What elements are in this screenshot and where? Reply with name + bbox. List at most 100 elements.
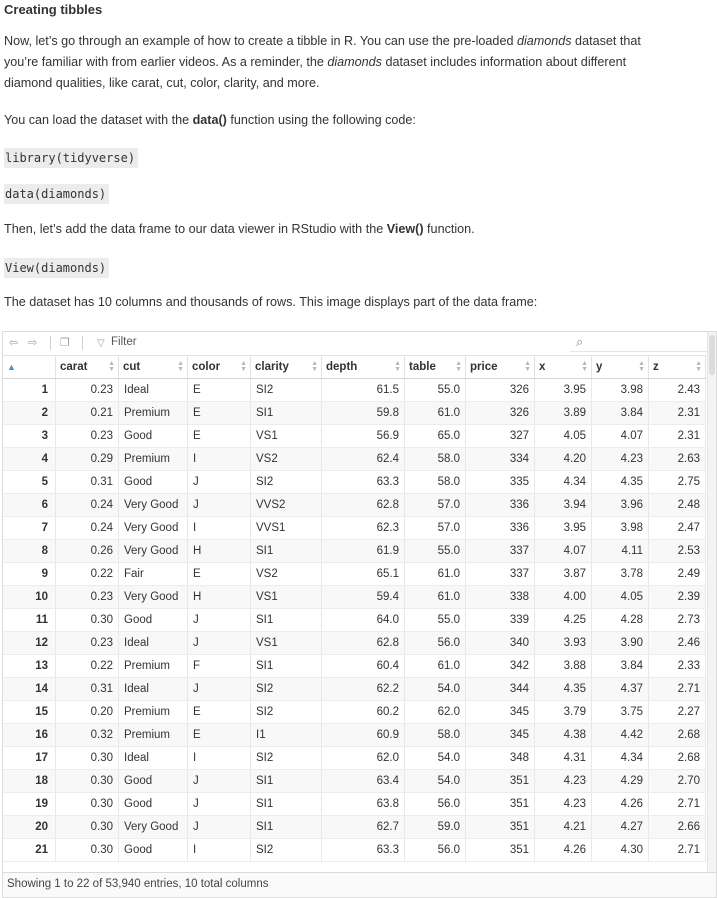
vertical-scrollbar[interactable] bbox=[707, 332, 716, 872]
cell-y: 4.35 bbox=[591, 470, 649, 494]
column-header-clarity[interactable]: clarity ▲ ▼ bbox=[250, 355, 322, 379]
cell-carat: 0.22 bbox=[55, 562, 119, 586]
cell-table: 61.0 bbox=[404, 562, 466, 586]
cell-x: 4.07 bbox=[534, 539, 592, 563]
sort-icon[interactable]: ▲ ▼ bbox=[394, 360, 401, 373]
sort-icon[interactable]: ▲ ▼ bbox=[455, 360, 462, 373]
cell-z: 2.73 bbox=[648, 608, 706, 632]
cell-z: 2.46 bbox=[648, 631, 706, 655]
cell-clarity: SI1 bbox=[250, 769, 322, 793]
column-header-cut[interactable]: cut ▲ ▼ bbox=[118, 355, 188, 379]
cell-table: 61.0 bbox=[404, 585, 466, 609]
cell-price: 337 bbox=[465, 562, 535, 586]
column-header-x[interactable]: x ▲ ▼ bbox=[534, 355, 592, 379]
cell-clarity: SI2 bbox=[250, 700, 322, 724]
cell-y: 4.27 bbox=[591, 815, 649, 839]
cell-table: 65.0 bbox=[404, 424, 466, 448]
table-row[interactable]: 20 0.30 Very Good J SI1 62.7 59.0 351 4.21 4.27 2.… bbox=[3, 815, 706, 839]
cell-depth: 62.0 bbox=[321, 746, 405, 770]
sort-icon[interactable]: ▲ ▼ bbox=[695, 360, 702, 373]
cell-carat: 0.26 bbox=[55, 539, 119, 563]
table-row[interactable]: 21 0.30 Good I SI2 63.3 56.0 351 4.26 4.30 2.71 bbox=[3, 838, 706, 862]
viewer-toolbar: ⇦ ⇨ ❐ ▽ Filter ⌕ bbox=[3, 332, 716, 354]
column-header-table[interactable]: table ▲ ▼ bbox=[404, 355, 466, 379]
sort-icon[interactable]: ▲ ▼ bbox=[240, 360, 247, 373]
sort-icon[interactable]: ▲ ▼ bbox=[108, 360, 115, 373]
data-function-name: data() bbox=[192, 113, 227, 127]
forward-arrow-icon[interactable]: ⇨ bbox=[28, 337, 38, 349]
cell-cut: Very Good bbox=[118, 815, 188, 839]
sort-icon[interactable]: ▲ ▼ bbox=[581, 360, 588, 373]
cell-depth: 62.8 bbox=[321, 493, 405, 517]
cell-x: 4.21 bbox=[534, 815, 592, 839]
table-row[interactable]: 13 0.22 Premium F SI1 60.4 61.0 342 3.88 3.84 2.33 bbox=[3, 654, 706, 678]
cell-y: 4.34 bbox=[591, 746, 649, 770]
intro-dataset-name: diamonds bbox=[516, 34, 572, 48]
table-row[interactable]: 7 0.24 Very Good I VVS1 62.3 57.0 336 3.95 3.98 2.… bbox=[3, 516, 706, 540]
table-row[interactable]: 17 0.30 Ideal I SI2 62.0 54.0 348 4.31 4.34 2.68 bbox=[3, 746, 706, 770]
column-header-color[interactable]: color ▲ ▼ bbox=[187, 355, 251, 379]
page-title: Creating tibbles bbox=[4, 2, 103, 17]
table-row[interactable]: 8 0.26 Very Good H SI1 61.9 55.0 337 4.07 4.11 2.5… bbox=[3, 539, 706, 563]
table-row[interactable]: 11 0.30 Good J SI1 64.0 55.0 339 4.25 4.28 2.73 bbox=[3, 608, 706, 632]
column-header-label: color bbox=[192, 361, 221, 373]
cell-clarity: VVS2 bbox=[250, 493, 322, 517]
column-header-carat[interactable]: carat ▲ ▼ bbox=[55, 355, 119, 379]
filter-button-label[interactable]: Filter bbox=[111, 336, 137, 348]
table-row[interactable]: 14 0.31 Ideal J SI2 62.2 54.0 344 4.35 4.37 2.71 bbox=[3, 677, 706, 701]
cell-price: 334 bbox=[465, 447, 535, 471]
cell-color: I bbox=[187, 838, 251, 862]
table-row[interactable]: 10 0.23 Very Good H VS1 59.4 61.0 338 4.00 4.05 2.… bbox=[3, 585, 706, 609]
cell-clarity: VS1 bbox=[250, 631, 322, 655]
cell-table: 57.0 bbox=[404, 516, 466, 540]
table-row[interactable]: 2 0.21 Premium E SI1 59.8 61.0 326 3.89 3.84 2.31 bbox=[3, 401, 706, 425]
table-row[interactable]: 3 0.23 Good E VS1 56.9 65.0 327 4.05 4.07 2.31 bbox=[3, 424, 706, 448]
column-header-label: depth bbox=[326, 361, 358, 373]
cell-z: 2.71 bbox=[648, 838, 706, 862]
row-number: 18 bbox=[3, 769, 56, 793]
cell-x: 3.79 bbox=[534, 700, 592, 724]
cell-depth: 65.1 bbox=[321, 562, 405, 586]
cell-clarity: SI1 bbox=[250, 815, 322, 839]
column-header-price[interactable]: price ▲ ▼ bbox=[465, 355, 535, 379]
table-row[interactable]: 1 0.23 Ideal E SI2 61.5 55.0 326 3.95 3.98 2.43 bbox=[3, 378, 706, 402]
cell-color: F bbox=[187, 654, 251, 678]
cell-price: 335 bbox=[465, 470, 535, 494]
table-row[interactable]: 6 0.24 Very Good J VVS2 62.8 57.0 336 3.94 3.96 2.… bbox=[3, 493, 706, 517]
table-row[interactable]: 16 0.32 Premium E I1 60.9 58.0 345 4.38 4.42 2.68 bbox=[3, 723, 706, 747]
popout-icon[interactable]: ❐ bbox=[60, 337, 70, 349]
sort-icon[interactable]: ▲ ▼ bbox=[311, 360, 318, 373]
row-number-header[interactable]: ▲ bbox=[3, 355, 56, 379]
table-row[interactable]: 12 0.23 Ideal J VS1 62.8 56.0 340 3.93 3.90 2.46 bbox=[3, 631, 706, 655]
cell-clarity: VS2 bbox=[250, 447, 322, 471]
cell-y: 4.05 bbox=[591, 585, 649, 609]
sort-icon[interactable]: ▲ ▼ bbox=[177, 360, 184, 373]
back-arrow-icon[interactable]: ⇦ bbox=[9, 337, 19, 349]
scrollbar-thumb[interactable] bbox=[709, 335, 715, 375]
table-row[interactable]: 18 0.30 Good J SI1 63.4 54.0 351 4.23 4.29 2.70 bbox=[3, 769, 706, 793]
sort-icon[interactable]: ▲ ▼ bbox=[524, 360, 531, 373]
search-input[interactable] bbox=[570, 333, 708, 352]
sort-icon[interactable]: ▲ ▼ bbox=[638, 360, 645, 373]
table-row[interactable]: 9 0.22 Fair E VS2 65.1 61.0 337 3.87 3.78 2.49 bbox=[3, 562, 706, 586]
cell-carat: 0.23 bbox=[55, 631, 119, 655]
table-row[interactable]: 19 0.30 Good J SI1 63.8 56.0 351 4.23 4.26 2.71 bbox=[3, 792, 706, 816]
column-header-y[interactable]: y ▲ ▼ bbox=[591, 355, 649, 379]
table-row[interactable]: 4 0.29 Premium I VS2 62.4 58.0 334 4.20 4.23 2.63 bbox=[3, 447, 706, 471]
cell-z: 2.71 bbox=[648, 792, 706, 816]
column-header-z[interactable]: z ▲ ▼ bbox=[648, 355, 706, 379]
intro-paragraph: Now, let’s go through an example of how … bbox=[4, 31, 694, 94]
column-header-depth[interactable]: depth ▲ ▼ bbox=[321, 355, 405, 379]
cell-x: 3.87 bbox=[534, 562, 592, 586]
table-row[interactable]: 15 0.20 Premium E SI2 60.2 62.0 345 3.79 3.75 2.27 bbox=[3, 700, 706, 724]
filter-icon[interactable]: ▽ bbox=[97, 338, 105, 349]
cell-cut: Good bbox=[118, 470, 188, 494]
cell-clarity: VS2 bbox=[250, 562, 322, 586]
column-header-label: table bbox=[409, 361, 436, 373]
column-header-label: x bbox=[539, 361, 546, 373]
cell-carat: 0.24 bbox=[55, 516, 119, 540]
table-row[interactable]: 5 0.31 Good J SI2 63.3 58.0 335 4.34 4.35 2.75 bbox=[3, 470, 706, 494]
cell-z: 2.27 bbox=[648, 700, 706, 724]
cell-clarity: SI1 bbox=[250, 654, 322, 678]
load-paragraph: You can load the dataset with the data()… bbox=[4, 110, 694, 131]
